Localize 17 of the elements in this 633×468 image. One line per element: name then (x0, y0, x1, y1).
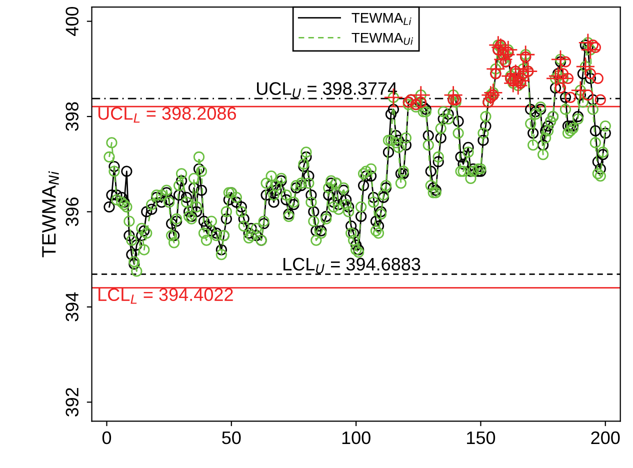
x-tick-label: 200 (591, 431, 620, 444)
y-tick-label: 392 (66, 388, 78, 417)
x-tick-label: 50 (222, 431, 241, 444)
ref-line-label: UCL$_{U}$ = 398.3774 (257, 82, 398, 98)
x-tick-label: 0 (102, 431, 112, 444)
x-tick-label: 150 (467, 431, 496, 444)
legend-label: TEWMA$_{Li}$ (352, 13, 412, 25)
y-tick-label: 398 (66, 102, 78, 131)
ref-line-label: LCL$_{L}$ = 394.4022 (98, 288, 233, 304)
ref-line-label: LCL$_{U}$ = 394.6883 (284, 258, 420, 274)
y-axis-title: TEWMA$_{Ni}$ (42, 171, 59, 258)
y-tick-label: 396 (66, 197, 78, 226)
x-tick-label: 100 (342, 431, 370, 444)
legend-label: TEWMA$_{Ui}$ (352, 32, 414, 45)
y-tick-label: 400 (66, 6, 78, 36)
ref-line-label: UCL$_{L}$ = 398.2086 (98, 107, 236, 123)
y-tick-label: 394 (66, 292, 78, 322)
